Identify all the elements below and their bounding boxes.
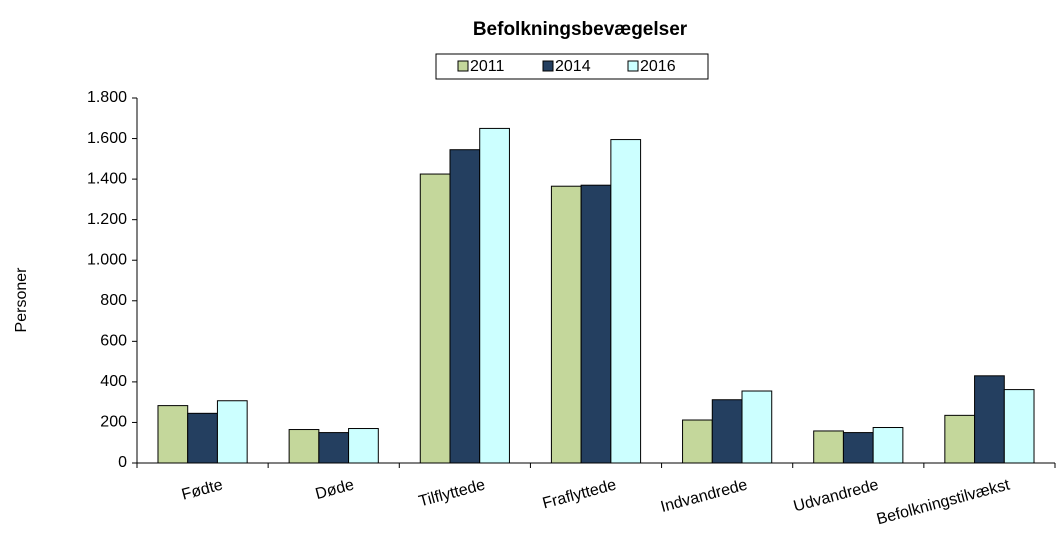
x-tick-label: Indvandrede bbox=[659, 476, 749, 515]
x-tick-label: Fraflyttede bbox=[541, 476, 619, 512]
bar bbox=[711, 399, 743, 464]
bar bbox=[944, 414, 976, 464]
chart-title: Befolkningsbevægelser bbox=[473, 19, 688, 40]
bar bbox=[187, 412, 218, 464]
bar bbox=[550, 185, 582, 464]
bar bbox=[419, 173, 451, 464]
y-tick-label: 600 bbox=[100, 333, 127, 350]
x-tick-label: Udvandrede bbox=[792, 476, 881, 515]
y-tick-label: 1.000 bbox=[87, 251, 127, 268]
bar bbox=[449, 149, 481, 464]
legend-label: 2016 bbox=[640, 58, 676, 75]
legend-swatch bbox=[542, 60, 554, 72]
legend-label: 2011 bbox=[470, 58, 505, 75]
bar bbox=[872, 427, 904, 464]
bar bbox=[216, 400, 248, 464]
bar bbox=[842, 432, 874, 464]
bar bbox=[813, 430, 844, 464]
y-tick-label: 1.200 bbox=[87, 211, 127, 228]
legend-swatch bbox=[627, 60, 639, 72]
bar bbox=[288, 429, 320, 464]
y-tick-label: 1.400 bbox=[87, 170, 127, 187]
bar bbox=[610, 139, 642, 464]
legend-box bbox=[435, 53, 709, 80]
bar bbox=[741, 390, 773, 464]
x-tick-label: Tilflyttede bbox=[417, 476, 487, 510]
y-tick-label: 400 bbox=[100, 373, 127, 390]
bar bbox=[157, 405, 189, 464]
bar bbox=[479, 127, 510, 464]
bar bbox=[580, 184, 612, 464]
bar bbox=[974, 375, 1005, 464]
y-tick-label: 1.600 bbox=[87, 130, 127, 147]
y-tick-label: 1.800 bbox=[87, 89, 127, 106]
x-tick-label: Døde bbox=[314, 476, 356, 503]
y-tick-label: 200 bbox=[100, 414, 127, 431]
y-axis-label: Personer bbox=[13, 267, 30, 333]
bar bbox=[348, 428, 379, 464]
legend-label: 2014 bbox=[555, 58, 591, 75]
bar bbox=[682, 419, 713, 464]
legend-swatch bbox=[457, 60, 469, 72]
x-tick-label: Fødte bbox=[180, 476, 225, 503]
bar bbox=[1003, 389, 1035, 464]
x-tick-label: Befolkningstilvækst bbox=[875, 476, 1012, 528]
bar bbox=[318, 432, 350, 464]
y-tick-label: 0 bbox=[118, 454, 127, 471]
y-tick-label: 800 bbox=[100, 292, 127, 309]
